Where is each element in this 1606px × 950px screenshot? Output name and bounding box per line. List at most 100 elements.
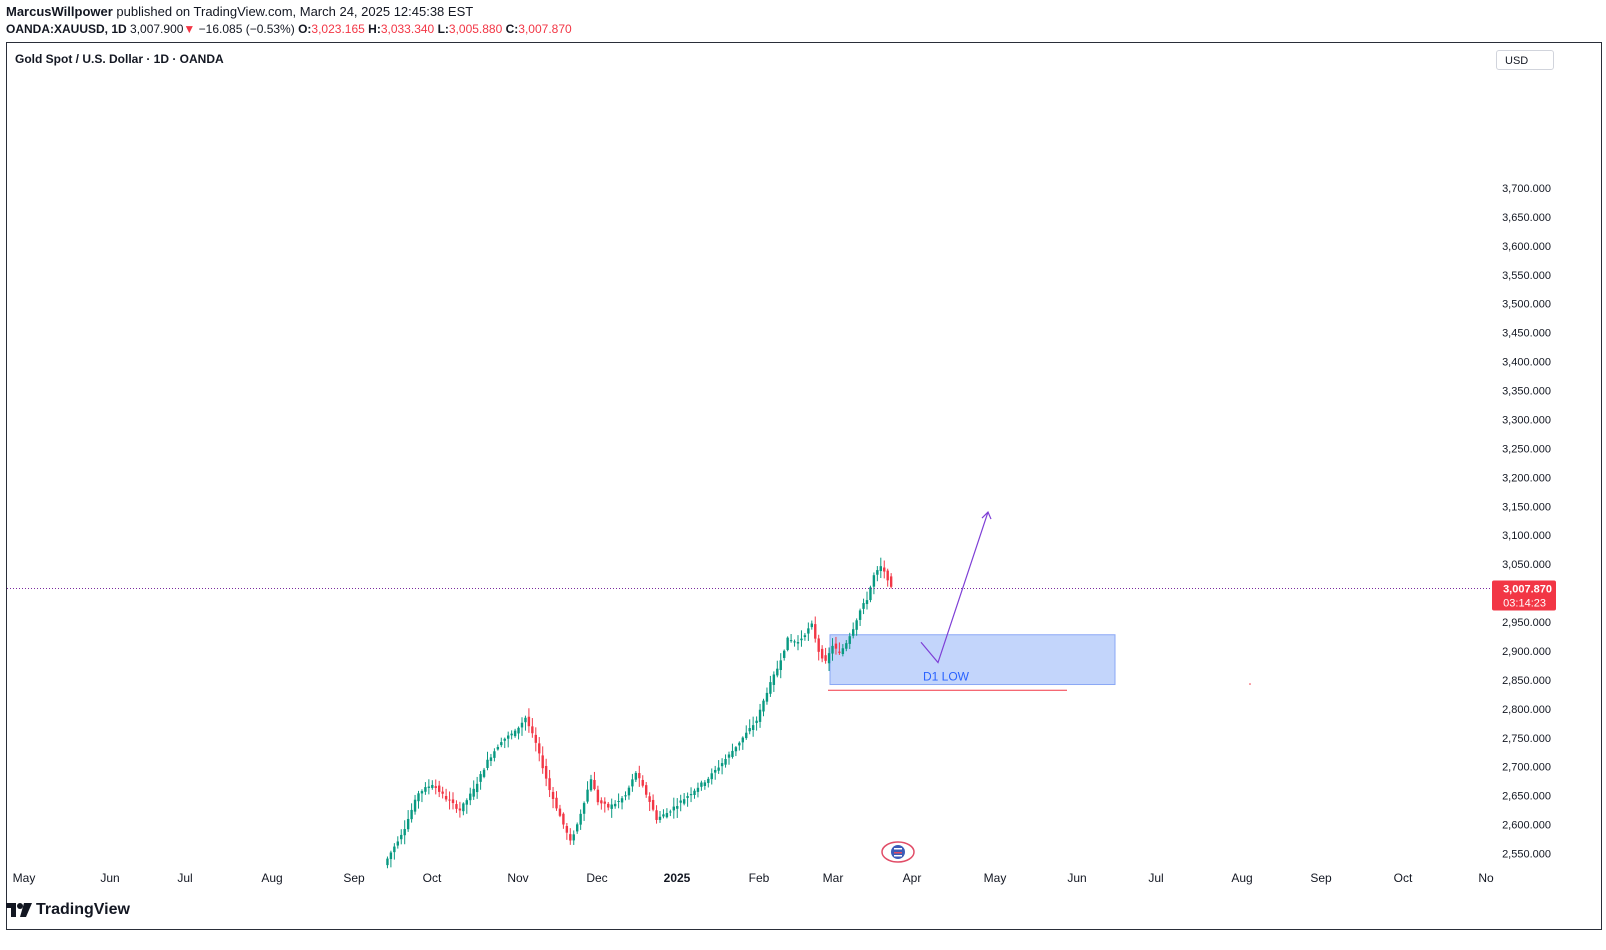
candle-body [800,638,803,641]
x-axis-tick-label: Feb [749,871,770,885]
candles-group [386,557,893,869]
candle-body [717,767,720,771]
candle-body [448,799,451,801]
candle-body [569,834,572,841]
candle-body [458,808,462,811]
candle-body [679,800,682,803]
candle-body [475,783,479,793]
candle-body [431,785,434,788]
candle-body [493,751,496,758]
x-axis-tick-label: Oct [1394,871,1413,885]
candle-body [682,799,686,804]
candle-body [665,813,669,818]
candle-body [714,769,717,773]
candle-body [472,788,475,797]
candle-body [438,785,441,792]
candle-body [403,829,406,836]
candle-body [772,674,776,685]
tradingview-logo[interactable]: TradingView [6,900,130,920]
candle-body [427,786,431,788]
candle-body [810,623,813,628]
currency-selector[interactable]: USD [1496,50,1554,70]
projection-arrow [920,511,989,664]
candle-body [641,779,644,786]
candle-body [631,779,634,787]
publisher-name[interactable]: MarcusWillpower [6,4,113,19]
candle-body [582,803,586,814]
y-axis-tick-label: 3,200.000 [1502,472,1551,484]
candle-body [551,791,555,799]
candle-body [731,750,734,757]
candle-body [558,808,562,816]
current-price-badge [1492,580,1556,611]
candle-body [465,800,468,805]
economic-event-icon [881,841,915,863]
x-axis-tick-label: Aug [1231,871,1252,885]
candle-body [872,575,876,587]
candle-body [572,834,575,841]
candle-body [658,816,662,820]
chart-frame[interactable] [6,42,1602,930]
y-axis-tick-label: 2,800.000 [1502,704,1551,716]
x-axis-tick-label: No [1478,871,1494,885]
candle-body [762,700,765,712]
y-axis-tick-label: 2,900.000 [1502,646,1551,658]
candle-body [676,806,679,809]
x-axis-tick-label: Oct [423,871,442,885]
candle-body [638,773,641,779]
x-axis-tick-label: 2025 [664,871,691,885]
candle-body [627,787,631,796]
y-axis-tick-label: 2,550.000 [1502,849,1551,861]
candle-body [748,728,751,732]
y-axis-tick-label: 2,950.000 [1502,617,1551,629]
symbol-label[interactable]: OANDA:XAUUSD, 1D [6,22,127,36]
candle-body [876,570,879,575]
open-label: O: [298,22,312,36]
y-axis-tick-label: 3,500.000 [1502,299,1551,311]
candle-body [534,734,537,743]
ohlc-bar: OANDA:XAUUSD, 1D 3,007.900▼ −16.085 (−0.… [6,22,572,36]
candle-body [689,793,693,796]
candle-body [565,826,569,833]
candle-body [696,787,700,792]
candle-body [538,743,541,754]
candle-body [855,620,858,630]
y-axis-tick-label: 3,250.000 [1502,443,1551,455]
low-value: 3,005.880 [448,22,503,36]
candle-body [513,730,517,737]
candle-body [441,791,444,794]
candle-body [389,852,393,860]
close-label: C: [505,22,519,36]
y-axis-tick-label: 3,600.000 [1502,241,1551,253]
candle-body [755,720,758,724]
candle-body [865,600,869,605]
candle-body [424,787,427,792]
candle-body [531,726,534,734]
open-value: 3,023.165 [311,22,365,36]
candle-body [503,738,506,741]
candle-body [520,722,524,728]
candle-body [783,650,786,658]
x-axis-tick-label: Aug [261,871,282,885]
candle-body [386,858,389,866]
candle-body [496,746,500,750]
candle-body [838,651,841,653]
demand-zone [829,634,1116,686]
y-axis-tick-label: 3,150.000 [1502,501,1551,513]
candle-body [489,757,493,761]
price-change: −16.085 (−0.53%) [198,22,295,36]
candle-body [786,637,789,650]
candle-body [820,648,824,659]
candle-body [603,801,606,804]
y-axis-tick-label: 3,400.000 [1502,357,1551,369]
candle-body [579,813,582,825]
candle-body [455,804,458,809]
candle-body [420,791,424,794]
countdown-label: 03:14:23 [1503,598,1546,610]
candle-body [738,742,741,746]
close-value: 3,007.870 [518,22,572,36]
candle-body [831,645,834,654]
chart-title: Gold Spot / U.S. Dollar · 1D · OANDA [15,52,224,66]
candle-body [610,804,613,809]
